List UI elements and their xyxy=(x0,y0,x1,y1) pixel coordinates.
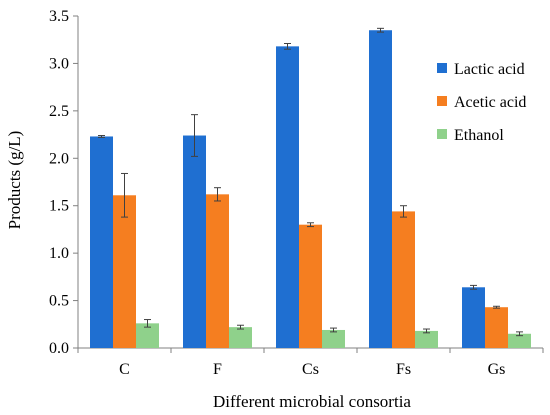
y-tick-label: 0.5 xyxy=(49,293,69,310)
legend-swatch-ethanol xyxy=(437,129,447,139)
y-tick-label: 0.0 xyxy=(49,340,69,357)
x-tick-label: Gs xyxy=(488,361,506,378)
x-tick-label: Fs xyxy=(396,361,411,378)
x-tick-label: C xyxy=(119,361,130,378)
legend: Lactic acid Acetic acid Ethanol xyxy=(437,61,526,144)
bar-acetic-acid-cs xyxy=(299,224,322,348)
plot-area: 0.0 0.5 1.0 1.5 2.0 2.5 3.0 3.5 C F Cs Fs Gs xyxy=(49,8,544,378)
y-tick-label: 2.0 xyxy=(49,150,69,167)
y-tick-label: 2.5 xyxy=(49,103,69,120)
y-tick-label: 1.0 xyxy=(49,245,69,262)
y-tick-label: 1.5 xyxy=(49,198,69,215)
bar-lactic-acid-c xyxy=(90,136,113,348)
x-tick-label: Cs xyxy=(302,361,319,378)
bar-lactic-acid-fs xyxy=(369,30,392,348)
bar-ethanol-cs xyxy=(322,329,345,348)
y-tick-label: 3.0 xyxy=(49,55,69,72)
legend-swatch-acetic-acid xyxy=(437,96,447,106)
bar-acetic-acid-gs xyxy=(485,307,508,348)
bar-lactic-acid-gs xyxy=(462,287,485,348)
bar-ethanol-fs xyxy=(415,330,438,348)
bar-lactic-acid-cs xyxy=(276,46,299,349)
y-tick-label: 3.5 xyxy=(49,8,69,25)
bar-ethanol-c xyxy=(136,323,159,348)
legend-label-ethanol: Ethanol xyxy=(454,127,504,144)
x-axis-title: Different microbial consortia xyxy=(213,392,411,411)
bar-acetic-acid-fs xyxy=(392,211,415,348)
legend-swatch-lactic-acid xyxy=(437,63,447,73)
x-tick-label: F xyxy=(213,361,222,378)
legend-label-acetic-acid: Acetic acid xyxy=(454,94,526,111)
y-axis-title: Products (g/L) xyxy=(5,131,24,230)
bar-lactic-acid-f xyxy=(183,135,206,348)
bar-ethanol-gs xyxy=(508,333,531,348)
bar-acetic-acid-c xyxy=(113,195,136,348)
bar-ethanol-f xyxy=(229,327,252,348)
bar-acetic-acid-f xyxy=(206,194,229,348)
legend-label-lactic-acid: Lactic acid xyxy=(454,61,525,78)
